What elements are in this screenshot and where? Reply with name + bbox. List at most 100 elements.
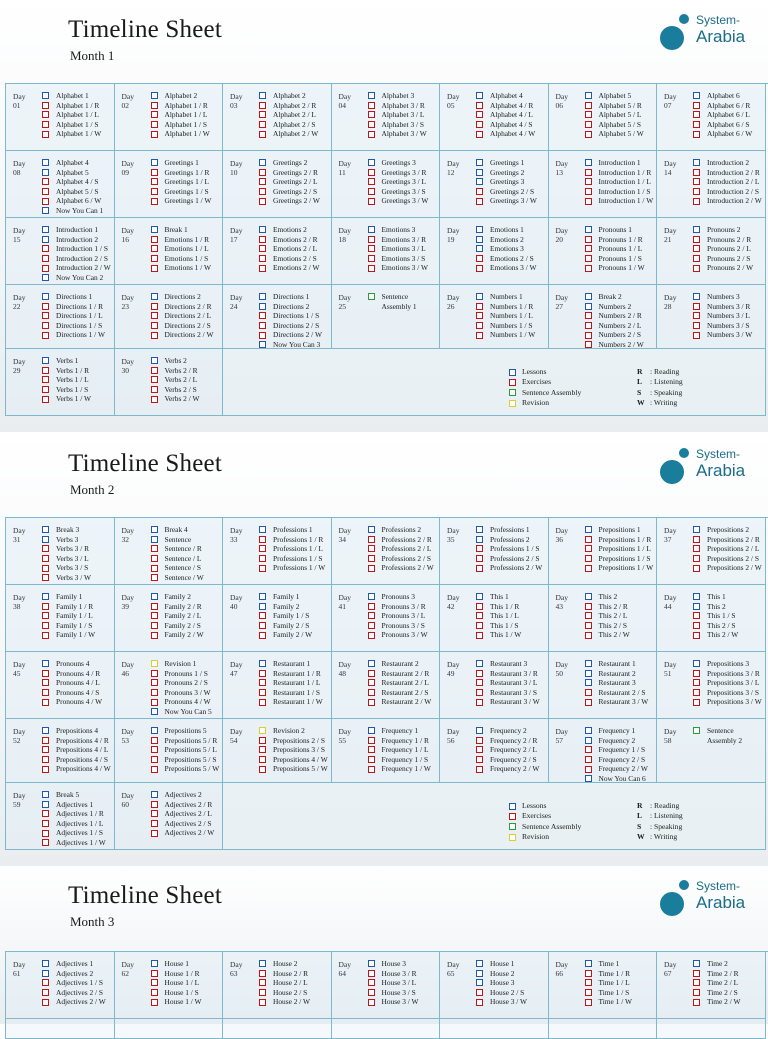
task-checkbox[interactable] bbox=[367, 101, 375, 109]
task-checkbox[interactable] bbox=[42, 92, 49, 100]
task-checkbox[interactable] bbox=[367, 765, 375, 773]
task-checkbox[interactable] bbox=[693, 111, 700, 119]
task-checkbox[interactable] bbox=[42, 245, 49, 253]
task-checkbox[interactable] bbox=[259, 669, 266, 677]
task-checkbox[interactable] bbox=[150, 960, 158, 968]
task-checkbox[interactable] bbox=[150, 312, 158, 320]
task-checkbox[interactable] bbox=[584, 245, 592, 253]
task-checkbox[interactable] bbox=[150, 979, 158, 987]
task-checkbox[interactable] bbox=[367, 746, 375, 754]
task-checkbox[interactable] bbox=[259, 331, 266, 339]
task-checkbox[interactable] bbox=[584, 226, 592, 234]
task-checkbox[interactable] bbox=[150, 698, 158, 706]
task-checkbox[interactable] bbox=[476, 168, 483, 176]
task-checkbox[interactable] bbox=[150, 121, 158, 129]
task-checkbox[interactable] bbox=[42, 800, 49, 808]
task-checkbox[interactable] bbox=[584, 765, 592, 773]
task-checkbox[interactable] bbox=[476, 765, 483, 773]
task-checkbox[interactable] bbox=[42, 376, 49, 384]
task-checkbox[interactable] bbox=[693, 969, 700, 977]
task-checkbox[interactable] bbox=[42, 293, 49, 301]
task-checkbox[interactable] bbox=[367, 159, 375, 167]
task-checkbox[interactable] bbox=[150, 395, 158, 403]
task-checkbox[interactable] bbox=[584, 564, 592, 572]
task-checkbox[interactable] bbox=[693, 226, 700, 234]
task-checkbox[interactable] bbox=[150, 178, 158, 186]
task-checkbox[interactable] bbox=[150, 366, 158, 374]
task-checkbox[interactable] bbox=[150, 800, 158, 808]
task-checkbox[interactable] bbox=[150, 602, 158, 610]
task-checkbox[interactable] bbox=[42, 727, 49, 735]
task-checkbox[interactable] bbox=[150, 188, 158, 196]
task-checkbox[interactable] bbox=[693, 689, 700, 697]
task-checkbox[interactable] bbox=[150, 293, 158, 301]
task-checkbox[interactable] bbox=[584, 92, 592, 100]
task-checkbox[interactable] bbox=[150, 555, 158, 563]
task-checkbox[interactable] bbox=[259, 989, 266, 997]
task-checkbox[interactable] bbox=[584, 960, 592, 968]
task-checkbox[interactable] bbox=[259, 264, 266, 272]
task-checkbox[interactable] bbox=[584, 612, 592, 620]
task-checkbox[interactable] bbox=[42, 178, 49, 186]
task-checkbox[interactable] bbox=[476, 698, 483, 706]
task-checkbox[interactable] bbox=[584, 622, 592, 630]
task-checkbox[interactable] bbox=[42, 820, 49, 828]
task-checkbox[interactable] bbox=[367, 130, 375, 138]
task-checkbox[interactable] bbox=[693, 660, 700, 668]
task-checkbox[interactable] bbox=[150, 756, 158, 764]
task-checkbox[interactable] bbox=[150, 130, 158, 138]
task-checkbox[interactable] bbox=[42, 235, 49, 243]
task-checkbox[interactable] bbox=[584, 727, 592, 735]
task-checkbox[interactable] bbox=[42, 159, 49, 167]
task-checkbox[interactable] bbox=[259, 765, 266, 773]
task-checkbox[interactable] bbox=[476, 555, 483, 563]
task-checkbox[interactable] bbox=[693, 101, 700, 109]
task-checkbox[interactable] bbox=[150, 989, 158, 997]
task-checkbox[interactable] bbox=[367, 998, 375, 1006]
task-checkbox[interactable] bbox=[693, 631, 700, 639]
task-checkbox[interactable] bbox=[584, 331, 592, 339]
task-checkbox[interactable] bbox=[693, 235, 700, 243]
task-checkbox[interactable] bbox=[367, 121, 375, 129]
task-checkbox[interactable] bbox=[150, 564, 158, 572]
task-checkbox[interactable] bbox=[42, 111, 49, 119]
task-checkbox[interactable] bbox=[367, 188, 375, 196]
task-checkbox[interactable] bbox=[476, 159, 483, 167]
task-checkbox[interactable] bbox=[693, 197, 700, 205]
task-checkbox[interactable] bbox=[584, 111, 592, 119]
task-checkbox[interactable] bbox=[259, 535, 266, 543]
task-checkbox[interactable] bbox=[42, 357, 49, 365]
task-checkbox[interactable] bbox=[476, 526, 483, 534]
task-checkbox[interactable] bbox=[367, 612, 375, 620]
task-checkbox[interactable] bbox=[693, 526, 700, 534]
task-checkbox[interactable] bbox=[150, 526, 158, 534]
task-checkbox[interactable] bbox=[584, 535, 592, 543]
task-checkbox[interactable] bbox=[584, 130, 592, 138]
task-checkbox[interactable] bbox=[42, 312, 49, 320]
task-checkbox[interactable] bbox=[693, 168, 700, 176]
task-checkbox[interactable] bbox=[693, 989, 700, 997]
task-checkbox[interactable] bbox=[259, 130, 266, 138]
task-checkbox[interactable] bbox=[42, 545, 49, 553]
task-checkbox[interactable] bbox=[584, 989, 592, 997]
task-checkbox[interactable] bbox=[584, 101, 592, 109]
task-checkbox[interactable] bbox=[584, 312, 592, 320]
task-checkbox[interactable] bbox=[693, 612, 700, 620]
task-checkbox[interactable] bbox=[693, 564, 700, 572]
task-checkbox[interactable] bbox=[259, 555, 266, 563]
task-checkbox[interactable] bbox=[584, 679, 592, 687]
task-checkbox[interactable] bbox=[150, 669, 158, 677]
task-checkbox[interactable] bbox=[367, 727, 375, 735]
task-checkbox[interactable] bbox=[259, 679, 266, 687]
task-checkbox[interactable] bbox=[693, 545, 700, 553]
task-checkbox[interactable] bbox=[584, 669, 592, 677]
task-checkbox[interactable] bbox=[476, 622, 483, 630]
task-checkbox[interactable] bbox=[584, 264, 592, 272]
task-checkbox[interactable] bbox=[584, 756, 592, 764]
task-checkbox[interactable] bbox=[42, 660, 49, 668]
task-checkbox[interactable] bbox=[42, 564, 49, 572]
task-checkbox[interactable] bbox=[476, 969, 483, 977]
task-checkbox[interactable] bbox=[476, 736, 483, 744]
task-checkbox[interactable] bbox=[367, 679, 375, 687]
task-checkbox[interactable] bbox=[584, 979, 592, 987]
